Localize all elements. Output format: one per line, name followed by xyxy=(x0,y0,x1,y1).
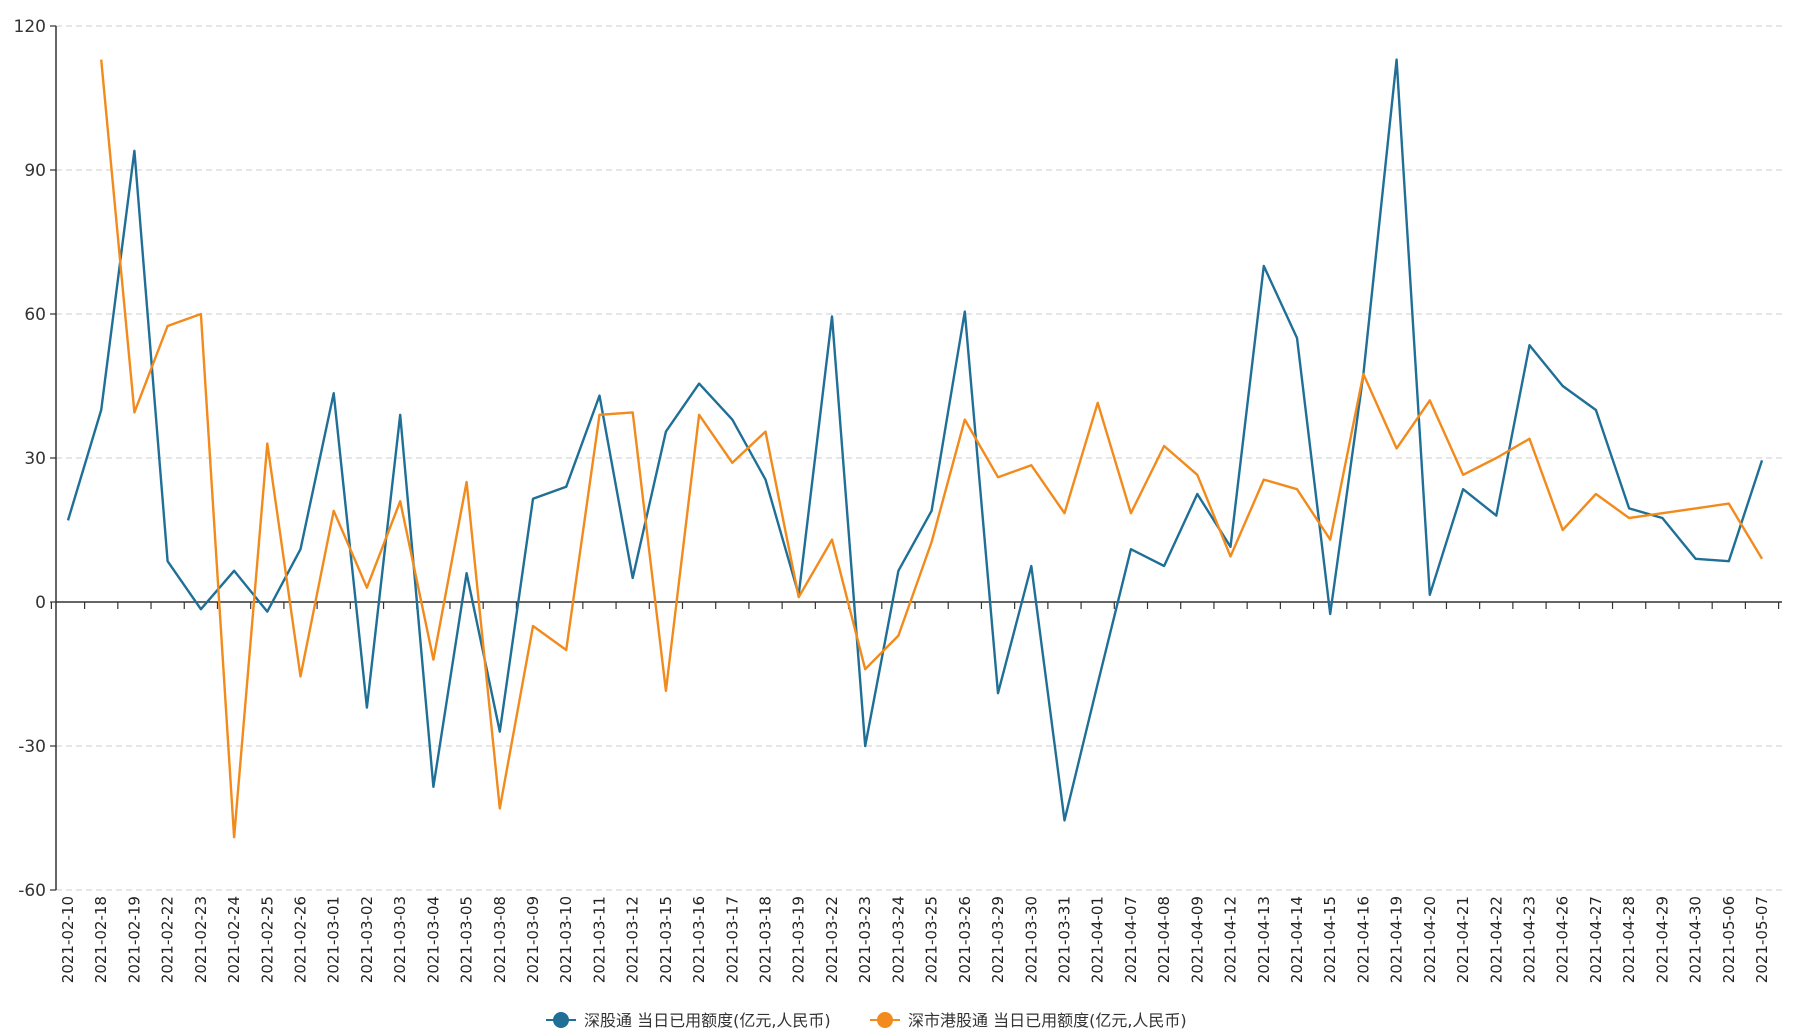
grid-lines xyxy=(56,25,1782,891)
legend-marker xyxy=(553,1012,569,1028)
x-tick-label: 2021-03-11 xyxy=(590,896,608,983)
legend-item-2[interactable]: 深市港股通 当日已用额度(亿元,人民币) xyxy=(870,1011,1187,1030)
x-tick-label: 2021-03-08 xyxy=(491,896,509,983)
x-tick-label: 2021-03-16 xyxy=(690,896,708,983)
legend-label: 深股通 当日已用额度(亿元,人民币) xyxy=(584,1011,831,1030)
x-tick-label: 2021-03-19 xyxy=(790,896,808,983)
y-tick-label: 0 xyxy=(35,593,46,613)
x-tick-label: 2021-03-12 xyxy=(624,896,642,983)
x-tick-label: 2021-04-15 xyxy=(1321,896,1339,983)
y-tick-label: 120 xyxy=(14,17,46,37)
x-tick-label: 2021-02-26 xyxy=(292,896,310,983)
y-tick-label: -60 xyxy=(18,881,46,901)
x-tick-label: 2021-04-13 xyxy=(1255,896,1273,983)
x-tick-label: 2021-03-09 xyxy=(524,896,542,983)
x-tick-label: 2021-04-14 xyxy=(1288,896,1306,983)
x-tick-label: 2021-02-25 xyxy=(258,896,276,983)
x-tick-label: 2021-03-30 xyxy=(1022,896,1040,983)
x-tick-label: 2021-03-15 xyxy=(657,896,675,983)
x-tick-label: 2021-04-07 xyxy=(1122,896,1140,983)
x-tick-label: 2021-04-23 xyxy=(1520,896,1538,983)
x-tick-label: 2021-02-18 xyxy=(92,896,110,983)
legend[interactable]: 深股通 当日已用额度(亿元,人民币) 深市港股通 当日已用额度(亿元,人民币) xyxy=(546,1011,1187,1030)
x-tick-label: 2021-04-27 xyxy=(1587,896,1605,983)
x-tick-label: 2021-03-29 xyxy=(989,896,1007,983)
x-tick-label: 2021-03-10 xyxy=(557,896,575,983)
x-tick-label: 2021-02-22 xyxy=(159,896,177,983)
x-tick-label: 2021-04-28 xyxy=(1620,896,1638,983)
x-tick-label: 2021-04-12 xyxy=(1222,896,1240,983)
series-line-1 xyxy=(66,58,1764,822)
x-tick-label: 2021-03-05 xyxy=(458,896,476,983)
x-tick-label: 2021-03-23 xyxy=(856,896,874,983)
y-tick-label: -30 xyxy=(18,737,46,757)
x-tick-label: 2021-04-16 xyxy=(1354,896,1372,983)
x-tick-label: 2021-03-31 xyxy=(1055,896,1073,983)
x-tick-label: 2021-05-07 xyxy=(1753,896,1771,983)
x-tick-label: 2021-02-19 xyxy=(125,896,143,983)
y-tick-label: 90 xyxy=(24,161,46,181)
x-tick-label: 2021-03-26 xyxy=(956,896,974,983)
x-tick-label: 2021-04-30 xyxy=(1687,896,1705,983)
x-tick-label: 2021-04-19 xyxy=(1388,896,1406,983)
x-tick-label: 2021-04-20 xyxy=(1421,896,1439,983)
y-tick-label: 30 xyxy=(24,449,46,469)
x-tick-label: 2021-03-03 xyxy=(391,896,409,983)
x-tick-label: 2021-03-04 xyxy=(424,896,442,983)
x-tick-label: 2021-02-10 xyxy=(59,896,77,983)
x-tick-label: 2021-03-17 xyxy=(723,896,741,983)
x-tick-label: 2021-02-23 xyxy=(192,896,210,983)
x-tick-label: 2021-03-24 xyxy=(889,896,907,983)
y-axis: -60 -30 0 30 60 90 120 xyxy=(14,17,57,901)
x-axis: 2021-02-10 2021-02-18 2021-02-19 2021-02-22… xyxy=(50,601,1782,983)
x-tick-label: 2021-04-09 xyxy=(1188,896,1206,983)
x-tick-label: 2021-03-02 xyxy=(358,896,376,983)
x-tick-label: 2021-04-21 xyxy=(1454,896,1472,983)
legend-item-1[interactable]: 深股通 当日已用额度(亿元,人民币) xyxy=(546,1011,831,1030)
x-tick-label: 2021-04-26 xyxy=(1554,896,1572,983)
x-tick-label: 2021-03-25 xyxy=(923,896,941,983)
x-tick-label: 2021-04-01 xyxy=(1089,896,1107,983)
x-tick-label: 2021-03-01 xyxy=(325,896,343,983)
series-line-2 xyxy=(100,59,1764,839)
y-tick-label: 60 xyxy=(24,305,46,325)
x-tick-label: 2021-04-29 xyxy=(1653,896,1671,983)
x-tick-label: 2021-05-06 xyxy=(1720,896,1738,983)
legend-marker xyxy=(877,1012,893,1028)
x-tick-label: 2021-04-08 xyxy=(1155,896,1173,983)
x-tick-label: 2021-03-22 xyxy=(823,896,841,983)
series-lines xyxy=(66,58,1764,839)
legend-label: 深市港股通 当日已用额度(亿元,人民币) xyxy=(908,1011,1187,1030)
x-tick-label: 2021-03-18 xyxy=(757,896,775,983)
x-tick-label: 2021-04-22 xyxy=(1487,896,1505,983)
x-tick-label: 2021-02-24 xyxy=(225,896,243,983)
